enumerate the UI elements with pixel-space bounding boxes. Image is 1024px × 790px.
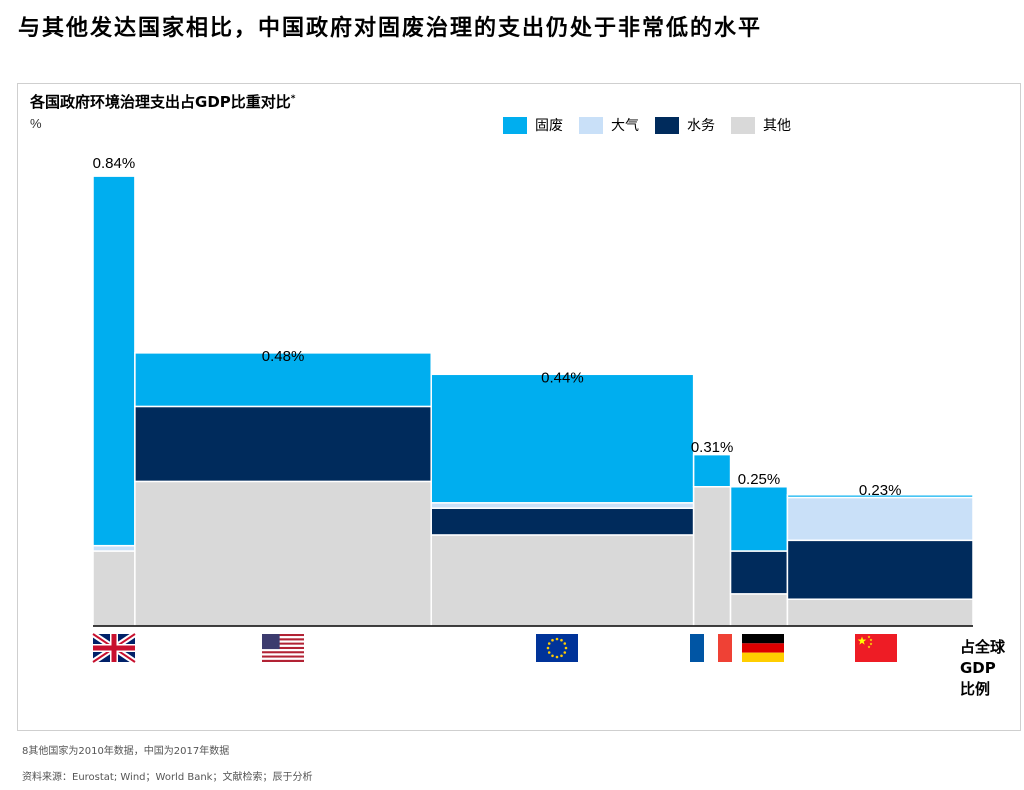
legend-item-water: 水务 bbox=[655, 115, 715, 135]
chart-legend: 固废 大气 水务 其他 bbox=[503, 115, 791, 135]
eu-flag-star-7 bbox=[547, 642, 551, 645]
bar-segment-3-3 bbox=[692, 453, 732, 488]
bar-segment-1-3 bbox=[134, 352, 432, 408]
uk-flag-cross-red-h bbox=[93, 645, 135, 651]
usa-flag-stripe-4 bbox=[262, 642, 304, 645]
usa-flag-stripe-0 bbox=[262, 634, 304, 637]
germany-flag-icon bbox=[742, 634, 784, 644]
usa-flag-stripe-10 bbox=[262, 655, 304, 658]
bar-segment-5-2 bbox=[786, 496, 974, 542]
usa-flag-stripe-1 bbox=[262, 636, 304, 639]
france-flag-icon bbox=[690, 634, 704, 662]
usa-flag-stripe-3 bbox=[262, 640, 304, 643]
bar-segment-4-3 bbox=[729, 486, 789, 552]
marimekko-chart: 0.84% 0.48% 0.44% 0.31%0.25% 0.23% 占全球 GDP 比例 bbox=[91, 155, 1006, 698]
bar-segment-5-1 bbox=[786, 539, 974, 600]
footnote: 8其他国家为2010年数据，中国为2017年数据 bbox=[22, 746, 230, 757]
bar-segment-5-0 bbox=[786, 598, 974, 627]
x-axis-label-line-1: GDP bbox=[960, 659, 996, 677]
usa-flag-stripe-7 bbox=[262, 649, 304, 652]
legend-label-solid-waste: 固废 bbox=[535, 118, 563, 134]
total-label-0: 0.84% bbox=[93, 155, 136, 172]
china-flag-star-1 bbox=[867, 635, 871, 639]
total-label-5: 0.23% bbox=[859, 482, 902, 499]
france-flag-red bbox=[718, 634, 732, 662]
legend-label-air: 大气 bbox=[611, 118, 639, 134]
eu-flag-star-4 bbox=[551, 654, 554, 658]
eu-flag-star-9 bbox=[555, 637, 559, 641]
legend-swatch-solid-waste bbox=[503, 116, 527, 134]
bar-segment-2-1 bbox=[430, 507, 695, 536]
bar-segment-0-3 bbox=[92, 175, 136, 547]
total-label-4: 0.25% bbox=[738, 471, 781, 488]
usa-flag-stripe-11 bbox=[262, 657, 304, 660]
legend-item-other: 其他 bbox=[731, 115, 791, 135]
bar-segment-0-2 bbox=[92, 544, 136, 552]
legend-swatch-air bbox=[579, 116, 603, 134]
legend-swatch-other bbox=[731, 116, 755, 134]
legend-label-water: 水务 bbox=[687, 118, 715, 134]
bar-segment-2-2 bbox=[430, 502, 695, 509]
eu-flag-star-8 bbox=[551, 638, 554, 642]
chart-panel bbox=[17, 83, 1021, 731]
china-flag-star-3 bbox=[869, 642, 873, 646]
eu-flag-star-5 bbox=[547, 651, 551, 654]
usa-flag-stripe-6 bbox=[262, 646, 304, 650]
bar-segment-2-0 bbox=[430, 534, 695, 627]
usa-flag-icon bbox=[262, 634, 280, 650]
eu-flag-star-3 bbox=[555, 655, 559, 659]
eu-flag-star-6 bbox=[546, 646, 550, 650]
bar-segment-3-0 bbox=[692, 486, 732, 627]
eu-flag-star-0 bbox=[564, 646, 568, 650]
usa-flag-stripe-2 bbox=[262, 638, 304, 641]
chart-title-text: 各国政府环境治理支出占GDP比重对比 bbox=[30, 93, 291, 111]
legend-swatch-water bbox=[655, 116, 679, 134]
china-flag-star-2 bbox=[869, 638, 873, 642]
source-note: 资料来源：Eurostat; Wind；World Bank；文献检索；辰于分析 bbox=[22, 772, 313, 783]
bar-segment-5-3 bbox=[786, 494, 974, 499]
x-axis-label-line-2: 比例 bbox=[960, 680, 990, 698]
bar-segment-1-1 bbox=[134, 405, 432, 483]
usa-flag-stripe-5 bbox=[262, 644, 304, 647]
eu-flag-star-11 bbox=[563, 642, 567, 645]
france-flag-white bbox=[704, 634, 718, 662]
eu-flag-star-10 bbox=[560, 638, 563, 642]
eu-flag-star-2 bbox=[560, 654, 563, 658]
usa-flag-stripe-8 bbox=[262, 651, 304, 654]
legend-item-solid-waste: 固废 bbox=[503, 115, 563, 135]
y-unit-label: % bbox=[30, 116, 42, 131]
usa-flag-stripe-12 bbox=[262, 659, 304, 662]
bar-segment-0-0 bbox=[92, 550, 136, 627]
total-label-3: 0.31% bbox=[691, 439, 734, 456]
x-axis-label-line-0: 占全球 bbox=[960, 638, 1006, 656]
bar-segment-4-0 bbox=[729, 593, 789, 627]
eu-flag-star-1 bbox=[563, 651, 567, 654]
legend-label-other: 其他 bbox=[763, 118, 791, 134]
china-flag-star-big bbox=[857, 636, 867, 645]
germany-flag-gold bbox=[742, 652, 784, 662]
page-title: 与其他发达国家相比，中国政府对固废治理的支出仍处于非常低的水平 bbox=[18, 16, 763, 41]
total-label-2: 0.44% bbox=[541, 369, 584, 386]
china-flag-star-4 bbox=[867, 645, 871, 649]
legend-item-air: 大气 bbox=[579, 115, 639, 135]
bar-segment-1-0 bbox=[134, 480, 432, 627]
germany-flag-red bbox=[742, 643, 784, 653]
total-label-1: 0.48% bbox=[262, 348, 305, 365]
usa-flag-stripe-9 bbox=[262, 653, 304, 656]
bar-segment-2-3 bbox=[430, 373, 695, 504]
chart-title: 各国政府环境治理支出占GDP比重对比* bbox=[30, 91, 295, 112]
bar-segment-4-1 bbox=[729, 550, 789, 595]
china-flag-icon bbox=[855, 634, 897, 662]
chart-title-mark: * bbox=[290, 94, 296, 104]
